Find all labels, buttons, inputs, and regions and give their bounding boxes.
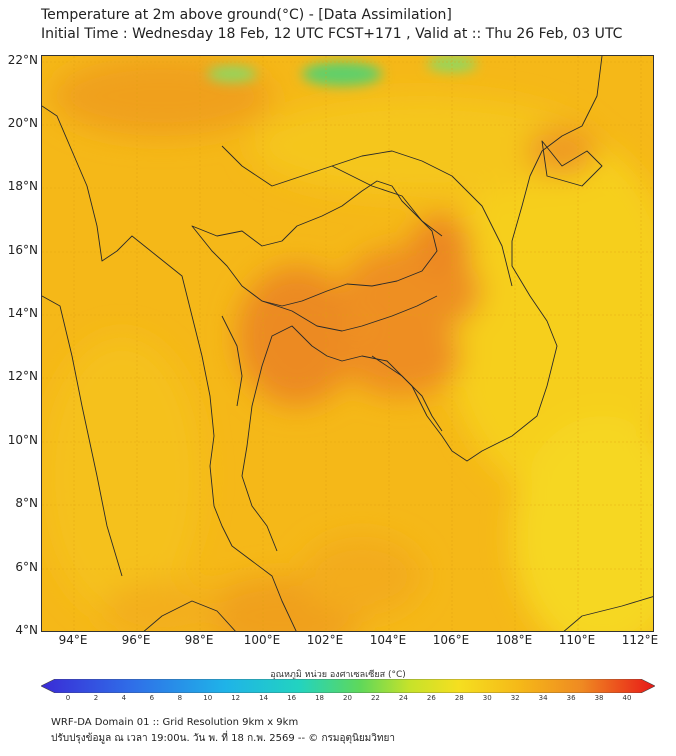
colorbar-tick-label: 24 [398, 694, 408, 702]
colorbar-tick-label: 12 [231, 694, 241, 702]
temperature-map [41, 55, 654, 632]
chart-subtitle: Initial Time : Wednesday 18 Feb, 12 UTC … [41, 26, 623, 42]
footer-update-info: ปรับปรุงข้อมูล ณ เวลา 19:00น. วัน พ. ที่… [51, 733, 395, 744]
lon-label: 98°E [184, 633, 214, 647]
lat-label: 4°N [15, 623, 38, 637]
cool-area [207, 56, 477, 86]
colorbar-tick-label: 18 [315, 694, 324, 702]
colorbar [41, 679, 655, 693]
lat-label: 6°N [15, 560, 38, 574]
lon-label: 104°E [369, 633, 407, 647]
colorbar-tick-label: 2 [93, 694, 99, 702]
colorbar-tick-label: 34 [538, 694, 548, 702]
colorbar-tick-label: 40 [622, 694, 632, 702]
lat-label: 22°N [7, 53, 38, 67]
colorbar-tick-label: 26 [426, 694, 436, 702]
lat-label: 12°N [7, 369, 38, 383]
colorbar-tick-label: 22 [370, 694, 380, 702]
colorbar-tick-label: 6 [149, 694, 155, 702]
chart-title: Temperature at 2m above ground(°C) - [Da… [41, 7, 452, 23]
lon-label: 94°E [58, 633, 88, 647]
colorbar-tick-label: 32 [510, 694, 520, 702]
colorbar-tick-label: 28 [454, 694, 464, 702]
colorbar-tick-label: 8 [177, 694, 183, 702]
graticule [42, 56, 653, 631]
lon-label: 96°E [121, 633, 151, 647]
lon-label: 110°E [558, 633, 596, 647]
colorbar-tick-label: 30 [482, 694, 492, 702]
colorbar-tick-label: 38 [594, 694, 604, 702]
footer-domain-info: WRF-DA Domain 01 :: Grid Resolution 9km … [51, 717, 299, 728]
colorbar-tick-label: 10 [203, 694, 213, 702]
lon-label: 112°E [621, 633, 659, 647]
colorbar-tick-label: 16 [287, 694, 297, 702]
colorbar-tick-label: 36 [566, 694, 576, 702]
temperature-field [42, 56, 653, 631]
lon-label: 102°E [306, 633, 344, 647]
colorbar-tick-label: 14 [259, 694, 269, 702]
lat-label: 18°N [7, 179, 38, 193]
lat-label: 10°N [7, 433, 38, 447]
map-canvas [42, 56, 653, 631]
lat-label: 14°N [7, 306, 38, 320]
lon-label: 108°E [495, 633, 533, 647]
colorbar-title: อุณหภูมิ หน่วย องศาเซลเซียส (°C) [270, 670, 406, 680]
lat-label: 20°N [7, 116, 38, 130]
lat-label: 16°N [7, 243, 38, 257]
colorbar-tick-label: 4 [121, 694, 127, 702]
coastlines-borders [42, 56, 653, 631]
lon-label: 106°E [432, 633, 470, 647]
lat-label: 8°N [15, 496, 38, 510]
colorbar-tick-label: 20 [343, 694, 352, 702]
colorbar-tick-label: 0 [65, 694, 71, 702]
lon-label: 100°E [243, 633, 281, 647]
